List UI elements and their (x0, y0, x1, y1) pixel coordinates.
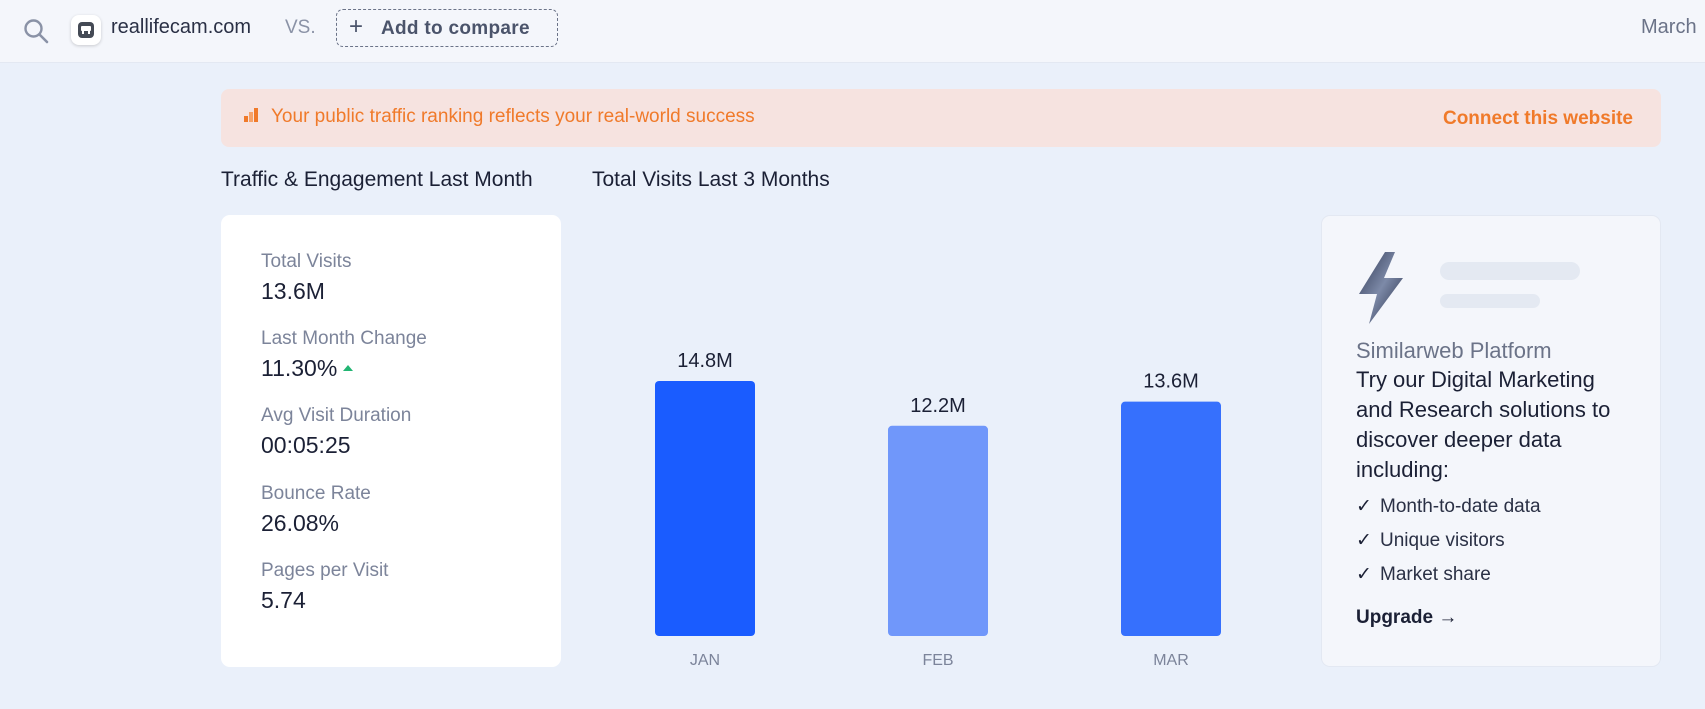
metric-value: 13.6M (261, 278, 325, 304)
total-visits-chart: 14.8M JAN 12.2M FEB 13.6M MAR (655, 350, 1221, 669)
add-to-compare-button[interactable]: + Add to compare (336, 9, 558, 47)
check-icon: ✓ (1356, 564, 1372, 585)
metric-value: 00:05:25 (261, 432, 351, 458)
metric-label: Pages per Visit (261, 560, 389, 581)
plus-icon: + (349, 13, 364, 40)
vs-label: VS. (285, 17, 316, 38)
metric-label: Avg Visit Duration (261, 405, 412, 426)
bar-value-label: 14.8M (677, 350, 733, 372)
date-range-selector[interactable]: March (1641, 16, 1697, 38)
metric-pages-per-visit: Pages per Visit 5.74 (261, 560, 388, 614)
site-name[interactable]: reallifecam.com (111, 16, 252, 38)
site-favicon-icon (71, 15, 101, 45)
metric-total-visits: Total Visits 13.6M (261, 251, 351, 305)
bar-jan[interactable] (655, 381, 755, 636)
bar-feb[interactable] (888, 425, 988, 636)
x-tick-label: MAR (1153, 652, 1189, 669)
bar-mar[interactable] (1121, 401, 1221, 636)
total-visits-title: Total Visits Last 3 Months (592, 168, 830, 191)
trend-up-icon (343, 364, 354, 371)
check-icon: ✓ (1356, 530, 1372, 551)
blurred-placeholder (1440, 294, 1540, 308)
check-icon: ✓ (1356, 496, 1372, 517)
top-bar: reallifecam.com VS. + Add to compare Mar… (0, 0, 1705, 63)
metric-label: Bounce Rate (261, 483, 371, 504)
feature-item: ✓ Market share (1356, 564, 1491, 585)
metric-value: 5.74 (261, 587, 306, 613)
connect-website-banner: Your public traffic ranking reflects you… (221, 89, 1661, 147)
metric-label: Last Month Change (261, 328, 427, 349)
promo-heading: Try our Digital Marketing and Research s… (1356, 367, 1611, 482)
metric-value: 26.08% (261, 510, 340, 536)
blurred-placeholder (1440, 262, 1580, 280)
metrics-card: Total Visits 13.6M Last Month Change 11.… (221, 215, 561, 667)
x-tick-label: JAN (690, 652, 720, 669)
promo-eyebrow: Similarweb Platform (1356, 338, 1552, 363)
metric-last-month-change: Last Month Change 11.30% (261, 328, 427, 382)
feature-item: ✓ Unique visitors (1356, 530, 1505, 551)
banner-text: Your public traffic ranking reflects you… (271, 106, 755, 127)
metric-value: 11.30% (261, 355, 427, 382)
bar-value-label: 12.2M (910, 395, 966, 417)
x-tick-label: FEB (922, 652, 953, 669)
lightning-bolt-icon (1359, 252, 1403, 324)
traffic-engagement-title: Traffic & Engagement Last Month (221, 168, 533, 191)
upgrade-promo-card: Similarweb Platform Try our Digital Mark… (1321, 215, 1661, 667)
bar-chart-icon (244, 108, 258, 122)
metric-label: Total Visits (261, 251, 352, 272)
search-icon[interactable] (22, 17, 50, 45)
metric-avg-visit-duration: Avg Visit Duration 00:05:25 (261, 405, 411, 459)
connect-website-link[interactable]: Connect this website (1442, 108, 1633, 129)
upgrade-link[interactable]: Upgrade → (1356, 607, 1458, 628)
add-to-compare-label: Add to compare (381, 18, 530, 39)
metric-bounce-rate: Bounce Rate 26.08% (261, 483, 371, 537)
feature-item: ✓ Month-to-date data (1356, 496, 1541, 517)
bar-value-label: 13.6M (1143, 371, 1199, 393)
